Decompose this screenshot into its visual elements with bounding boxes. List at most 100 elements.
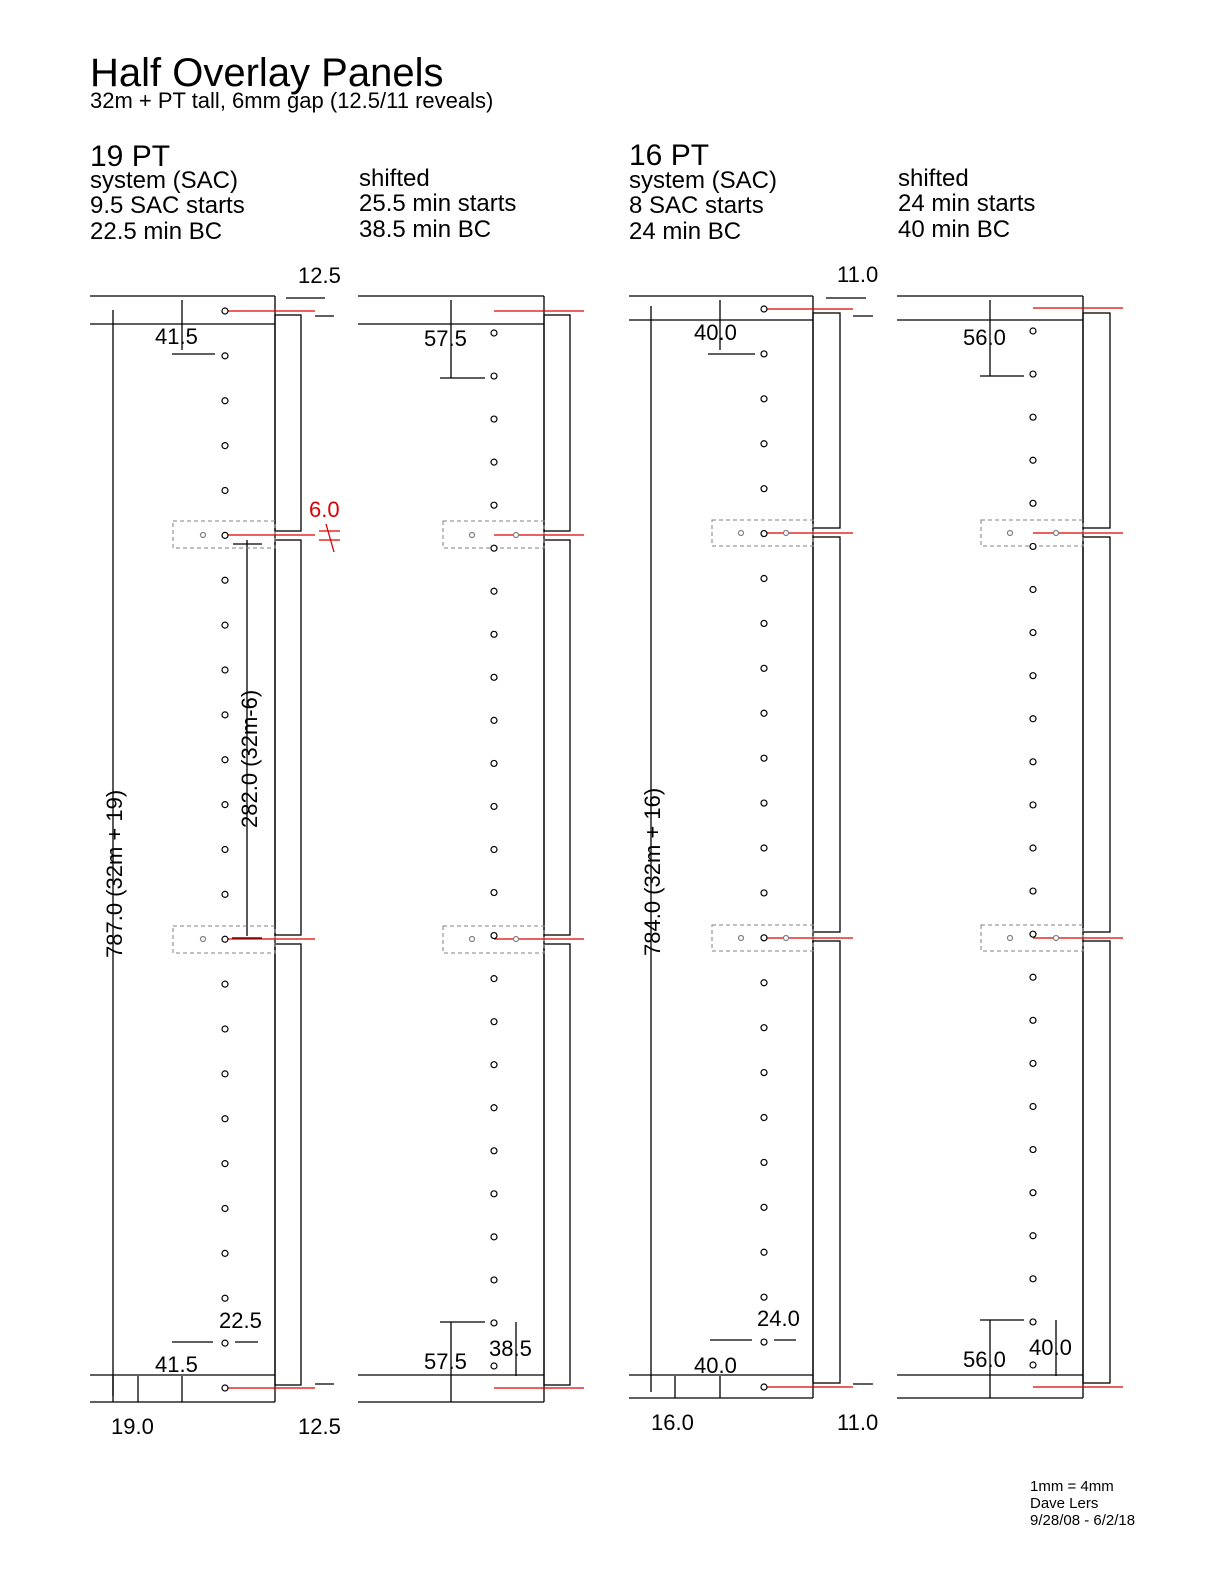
hole bbox=[760, 1338, 768, 1346]
hole bbox=[490, 888, 498, 897]
hinge-screw-hole bbox=[1006, 934, 1014, 942]
hole bbox=[760, 350, 768, 358]
section-16pt-heading: 16 PT bbox=[629, 139, 709, 172]
hole bbox=[1029, 413, 1037, 421]
hole bbox=[1029, 1275, 1037, 1283]
hole bbox=[760, 799, 768, 807]
hole bbox=[1029, 1016, 1037, 1024]
shifted-bc-dim: 38.5 bbox=[489, 1336, 532, 1361]
door-panel-1 bbox=[1082, 312, 1111, 529]
hole bbox=[1029, 370, 1037, 378]
hole bbox=[221, 1115, 229, 1123]
hole bbox=[1029, 801, 1037, 809]
hinge-screw-hole bbox=[199, 531, 207, 539]
door-panel-2 bbox=[543, 539, 571, 936]
hole bbox=[1029, 1361, 1037, 1369]
shifted-top-dim: 56.0 bbox=[963, 325, 1006, 350]
hole bbox=[1029, 542, 1037, 551]
hole bbox=[760, 664, 768, 672]
bottom-start-dim: 41.5 bbox=[155, 1352, 198, 1377]
hole bbox=[760, 305, 768, 313]
hole bbox=[1029, 758, 1037, 766]
door-panel-3 bbox=[812, 940, 841, 1384]
hole bbox=[490, 1190, 498, 1198]
section-16pt-system-line-1: system (SAC) bbox=[629, 167, 777, 194]
hole-columns bbox=[199, 305, 1060, 1392]
hole bbox=[490, 1319, 498, 1327]
hole bbox=[1029, 499, 1037, 507]
hole bbox=[1029, 887, 1037, 895]
hinge-screw-hole bbox=[782, 529, 790, 537]
hole bbox=[1029, 1145, 1037, 1154]
hole bbox=[221, 845, 229, 854]
shifted-bottom-dim: 56.0 bbox=[963, 1347, 1006, 1372]
hinge-screw-hole bbox=[468, 531, 476, 539]
hole bbox=[490, 1147, 498, 1155]
top-reveal-dim: 11.0 bbox=[837, 262, 878, 287]
hole bbox=[760, 889, 768, 897]
bottom-reveal-dim: 11.0 bbox=[837, 1410, 878, 1435]
hole bbox=[760, 1203, 768, 1211]
hole bbox=[221, 307, 229, 315]
hole bbox=[490, 1362, 498, 1370]
hole bbox=[221, 711, 229, 719]
page-subtitle: 32m + PT tall, 6mm gap (12.5/11 reveals) bbox=[90, 88, 493, 113]
hole bbox=[490, 931, 498, 940]
hinge-screw-hole bbox=[1006, 529, 1014, 537]
hole bbox=[760, 1113, 768, 1122]
hole bbox=[760, 844, 768, 852]
hole bbox=[221, 1384, 229, 1392]
hole bbox=[1029, 1059, 1037, 1068]
hole bbox=[760, 1024, 768, 1032]
hole bbox=[490, 544, 498, 552]
hole bbox=[490, 329, 498, 337]
section-19pt-system-line-2: 9.5 SAC starts bbox=[90, 192, 245, 219]
hole bbox=[760, 485, 768, 493]
hole bbox=[490, 1276, 498, 1284]
top-reveal-dim: 12.5 bbox=[298, 263, 341, 288]
bottom-reveal-dim: 12.5 bbox=[298, 1414, 341, 1439]
hole bbox=[221, 442, 229, 450]
min-bc-dim: 24.0 bbox=[757, 1306, 800, 1331]
hole bbox=[221, 890, 229, 898]
hinge-screw-hole bbox=[782, 934, 790, 942]
hole bbox=[760, 1293, 768, 1301]
hole bbox=[760, 529, 768, 538]
hole bbox=[760, 395, 768, 403]
hinge-screw-hole bbox=[512, 531, 520, 539]
hole bbox=[760, 1068, 768, 1077]
hinge-screw-hole bbox=[1052, 529, 1060, 537]
page-title: Half Overlay Panels bbox=[90, 51, 443, 95]
shifted-bottom-dim: 57.5 bbox=[424, 1349, 467, 1374]
hole bbox=[221, 1025, 229, 1033]
section-19pt-shifted-line-3: 38.5 min BC bbox=[359, 216, 491, 243]
hole bbox=[760, 574, 768, 583]
section-19pt-shifted-line-2: 25.5 min starts bbox=[359, 190, 516, 217]
scale-note: 1mm = 4mm bbox=[1030, 1478, 1114, 1495]
hole bbox=[221, 1339, 229, 1347]
hole bbox=[760, 934, 768, 942]
hole bbox=[760, 1383, 768, 1391]
door-panel-2 bbox=[1082, 536, 1111, 933]
bottom-start-dim: 40.0 bbox=[694, 1353, 737, 1378]
hole bbox=[221, 801, 229, 809]
panel-drawing bbox=[90, 295, 1111, 1403]
hole bbox=[221, 1070, 229, 1078]
hole bbox=[1029, 715, 1037, 723]
door-panel-1 bbox=[274, 314, 302, 532]
door-panel-3 bbox=[543, 943, 571, 1386]
top-start-dim: 40.0 bbox=[694, 320, 737, 345]
hole bbox=[1029, 1232, 1037, 1240]
hole bbox=[1029, 1318, 1037, 1326]
hole bbox=[221, 666, 229, 674]
hole bbox=[490, 673, 498, 681]
hole bbox=[221, 576, 229, 584]
date-note: 9/28/08 - 6/2/18 bbox=[1030, 1512, 1135, 1529]
hole bbox=[1029, 585, 1037, 594]
reference-lines bbox=[225, 307, 1123, 1389]
hole bbox=[760, 709, 768, 717]
hole bbox=[490, 372, 498, 380]
hole bbox=[221, 531, 229, 539]
section-19pt-heading: 19 PT bbox=[90, 140, 170, 173]
hole bbox=[1029, 1102, 1037, 1111]
